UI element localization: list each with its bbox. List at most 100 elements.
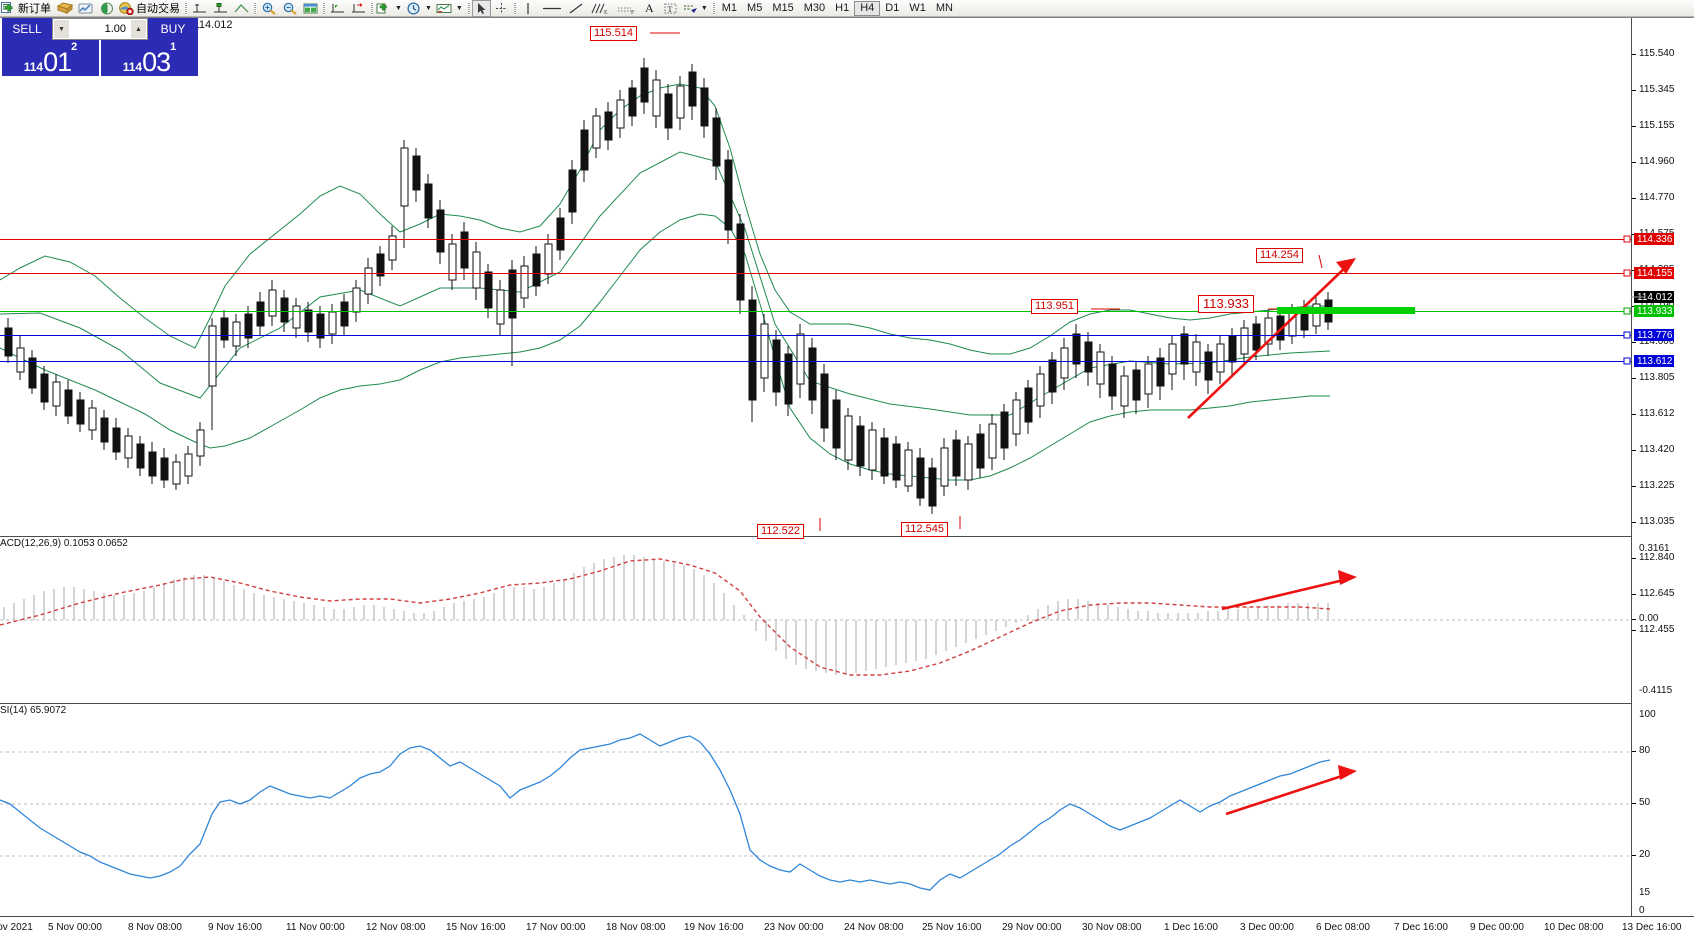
vline-button[interactable] — [518, 0, 539, 17]
tile-windows-icon — [303, 3, 317, 13]
price-pane[interactable]: USDJPY-,H4 114.011 114.110 113.944 114.0… — [0, 18, 1631, 539]
time-label: 12 Nov 08:00 — [366, 922, 426, 933]
trade-controls-row[interactable]: SELL ▼ 1.00 ▲ BUY — [2, 18, 198, 40]
equidistant-icon: F — [617, 7, 635, 15]
hline-button[interactable] — [539, 0, 565, 17]
hline-icon — [542, 7, 561, 9]
chevron-down-icon[interactable]: ▼ — [455, 4, 463, 12]
crosshair-tool-button[interactable] — [189, 0, 210, 17]
buy-price[interactable]: 114 03 1 — [101, 40, 198, 76]
svg-text:F: F — [631, 10, 635, 15]
callout-113-951[interactable]: 113.951 — [1031, 299, 1078, 314]
time-label: 23 Nov 00:00 — [764, 922, 824, 933]
time-label: 5 Nov 00:00 — [48, 922, 102, 933]
vline-icon — [527, 2, 529, 14]
timeframe-m5[interactable]: M5 — [747, 2, 763, 14]
text-button[interactable]: A — [639, 0, 660, 17]
price-tag-113-776[interactable]: 113.776 — [1634, 329, 1675, 341]
period-button[interactable]: ▼ — [405, 0, 435, 17]
volume-increase-icon[interactable]: ▲ — [130, 19, 147, 39]
timeframe-m15[interactable]: M15 — [772, 2, 794, 14]
macd-pane[interactable]: ACD(12,26,9) 0.1053 0.0652 — [0, 536, 1631, 702]
time-label: 10 Dec 08:00 — [1544, 922, 1604, 933]
time-label: 3 Dec 00:00 — [1240, 922, 1294, 933]
equidistant-channel-button[interactable]: F — [613, 0, 639, 17]
new-order-button[interactable]: 新订单 — [0, 0, 54, 17]
indicators-button[interactable]: ▼ — [375, 0, 405, 17]
autotrading-button[interactable]: 自动交易 — [117, 0, 183, 17]
callout-113-933[interactable]: 113.933 — [1198, 295, 1255, 313]
fibonacci-button[interactable]: E — [587, 0, 613, 17]
time-label: 19 Nov 16:00 — [684, 922, 744, 933]
chart-area[interactable]: USDJPY-,H4 114.011 114.110 113.944 114.0… — [0, 17, 1694, 937]
buy-button[interactable]: BUY — [148, 18, 198, 40]
rsi-label: SI(14) 65.9072 — [0, 705, 67, 716]
zoom-out-button[interactable] — [279, 0, 300, 17]
callout-112-522[interactable]: 112.522 — [757, 524, 804, 539]
bar-chart-button[interactable] — [327, 0, 348, 17]
level-line-113-776[interactable] — [0, 335, 1631, 336]
tile-windows-button[interactable] — [300, 0, 321, 17]
level-line-113-612[interactable] — [0, 361, 1631, 362]
price-axis[interactable]: 115.540 115.345 115.155 114.960 114.770 … — [1631, 18, 1694, 916]
crosshair-button[interactable] — [491, 0, 512, 17]
price-tag-114-336[interactable]: 114.336 — [1634, 233, 1675, 245]
timeframe-h1[interactable]: H1 — [835, 2, 850, 14]
level-line-114-155[interactable] — [0, 273, 1631, 274]
profiles-button[interactable] — [54, 0, 75, 17]
sell-button[interactable]: SELL — [2, 18, 52, 40]
price-tag-114-155[interactable]: 114.155 — [1634, 267, 1675, 279]
price-tag-114-012[interactable]: 114.012 — [1634, 291, 1675, 303]
price-tag-113-933[interactable]: 113.933 — [1634, 305, 1675, 317]
objects-list-button[interactable]: ▼ — [681, 0, 711, 17]
timeframe-m30[interactable]: M30 — [803, 2, 826, 14]
macd-series — [0, 555, 1631, 676]
volume-value[interactable]: 1.00 — [70, 19, 130, 39]
time-label: 11 Nov 00:00 — [286, 922, 345, 933]
volume-decrease-icon[interactable]: ▼ — [53, 19, 70, 39]
timeframe-h4[interactable]: H4 — [854, 0, 881, 16]
time-label: 6 Dec 08:00 — [1316, 922, 1370, 933]
new-order-icon — [1, 2, 13, 13]
candlestick-chart-button[interactable] — [348, 0, 369, 17]
profiles-icon — [56, 1, 73, 14]
time-label: 9 Nov 16:00 — [208, 922, 262, 933]
timeframe-m1[interactable]: M1 — [721, 2, 738, 14]
one-click-trading-panel[interactable]: SELL ▼ 1.00 ▲ BUY 114 01 2 114 03 1 — [2, 18, 198, 76]
price-tag-113-612[interactable]: 113.612 — [1634, 355, 1675, 367]
chevron-down-icon[interactable]: ▼ — [395, 4, 402, 12]
chevron-down-icon[interactable]: ▼ — [700, 4, 708, 12]
time-axis[interactable]: Nov 2021 5 Nov 00:00 8 Nov 08:00 9 Nov 1… — [0, 916, 1694, 937]
timeframe-d1[interactable]: D1 — [885, 2, 900, 14]
callout-114-254[interactable]: 114.254 — [1256, 248, 1303, 263]
time-label: 17 Nov 00:00 — [526, 922, 586, 933]
rsi-pane[interactable]: SI(14) 65.9072 — [0, 703, 1631, 916]
trade-prices-row[interactable]: 114 01 2 114 03 1 — [2, 40, 198, 76]
label-button[interactable]: T — [660, 0, 681, 17]
zoom-in-button[interactable] — [258, 0, 279, 17]
market-watch-button[interactable] — [75, 0, 96, 17]
vertical-line-button[interactable] — [210, 0, 231, 17]
navigator-button[interactable] — [96, 0, 117, 17]
time-label: 8 Nov 08:00 — [128, 922, 182, 933]
target-zone-band[interactable] — [1277, 307, 1415, 314]
templates-button[interactable]: ▼ — [435, 0, 466, 17]
level-line-113-933[interactable] — [0, 311, 1631, 312]
price-divider — [99, 40, 101, 76]
crosshair-icon — [495, 2, 507, 14]
chevron-down-icon[interactable]: ▼ — [424, 4, 432, 12]
cursor-tool-button[interactable] — [471, 0, 491, 17]
callout-115-514[interactable]: 115.514 — [590, 26, 637, 41]
sell-price[interactable]: 114 01 2 — [2, 40, 99, 76]
level-line-114-336[interactable] — [0, 239, 1631, 240]
rsi-bullish-arrow — [1225, 765, 1357, 816]
timeframe-w1[interactable]: W1 — [909, 2, 926, 14]
templates-icon — [436, 3, 452, 13]
volume-stepper[interactable]: ▼ 1.00 ▲ — [52, 18, 148, 40]
zoom-in-icon — [262, 2, 276, 15]
callout-112-545[interactable]: 112.545 — [901, 522, 948, 537]
trendline-button[interactable] — [565, 0, 587, 17]
timeframe-mn[interactable]: MN — [935, 2, 953, 14]
trend-line-button[interactable] — [231, 0, 252, 17]
